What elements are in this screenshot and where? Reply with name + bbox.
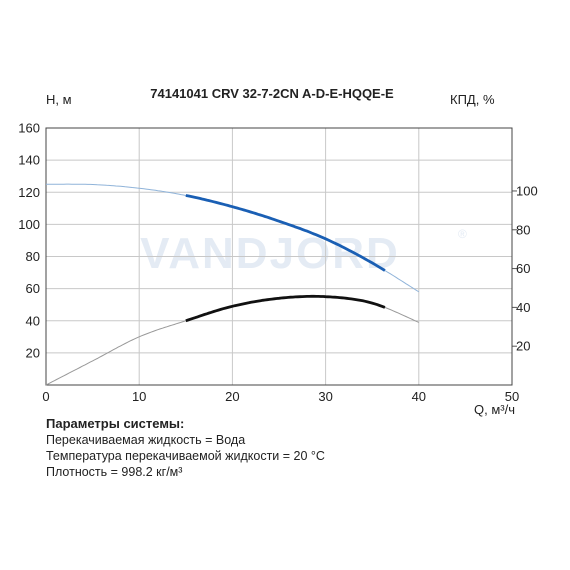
y-left-tick-label: 140 — [18, 153, 40, 168]
y-left-tick-label: 60 — [26, 281, 40, 296]
x-tick-label: 0 — [42, 389, 49, 404]
x-tick-label: 50 — [505, 389, 519, 404]
system-parameters-title: Параметры системы: — [46, 416, 185, 431]
y-left-tick-label: 100 — [18, 217, 40, 232]
y-left-tick-label: 20 — [26, 345, 40, 360]
series-layer — [45, 183, 420, 386]
y-right-tick-label: 20 — [516, 339, 530, 354]
x-tick-label: 30 — [318, 389, 332, 404]
y-right-tick-label: 100 — [516, 183, 538, 198]
y-right-axis-label: КПД, % — [450, 92, 495, 107]
parameter-density: Плотность = 998.2 кг/м³ — [46, 465, 183, 479]
system-parameters: Параметры системы: Перекачиваемая жидкос… — [46, 416, 325, 480]
y-right-tick-label: 40 — [516, 300, 530, 315]
plot-frame — [45, 127, 513, 386]
x-tick-label: 20 — [225, 389, 239, 404]
y-left-axis-label: H, м — [46, 92, 72, 107]
watermark-logo: VANDJORD — [140, 229, 400, 278]
y-right-tick-label: 60 — [516, 261, 530, 276]
y-left-tick-label: 80 — [26, 249, 40, 264]
y-left-tick-label: 160 — [18, 121, 40, 136]
head-curve-operating — [185, 194, 386, 272]
chart-title: 74141041 CRV 32-7-2CN A-D-E-HQQE-E — [150, 86, 394, 101]
x-tick-label: 40 — [412, 389, 426, 404]
y-left-tick-label: 40 — [26, 313, 40, 328]
axes: 0 10 20 30 40 50 20 40 60 80 100 120 140 160 20 40 60 80 1… — [18, 121, 537, 405]
parameter-fluid: Перекачиваемая жидкость = Вода — [46, 433, 246, 447]
y-right-tick-label: 80 — [516, 222, 530, 237]
x-tick-label: 10 — [132, 389, 146, 404]
parameter-temperature: Температура перекачиваемой жидкости = 20… — [46, 449, 325, 463]
x-axis-label: Q, м³/ч — [474, 402, 515, 417]
efficiency-curve-operating — [185, 294, 386, 323]
grid — [45, 127, 513, 386]
labels-layer: 74141041 CRV 32-7-2CN A-D-E-HQQE-E H, м … — [46, 86, 515, 417]
y-left-tick-label: 120 — [18, 185, 40, 200]
registered-mark: ® — [458, 227, 467, 241]
